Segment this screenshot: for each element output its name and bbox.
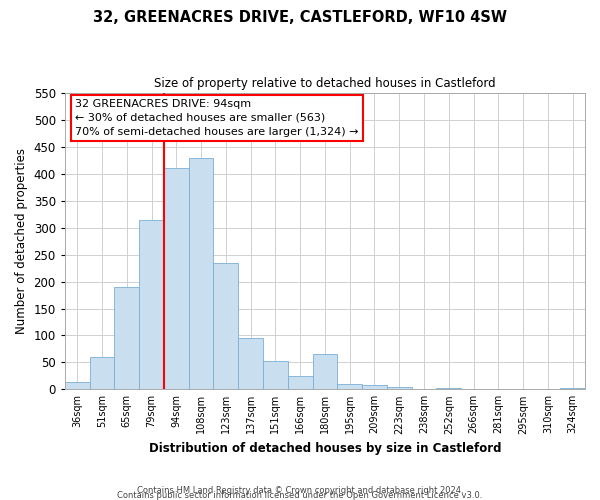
Bar: [436, 388, 461, 390]
Text: Contains HM Land Registry data © Crown copyright and database right 2024.: Contains HM Land Registry data © Crown c…: [137, 486, 463, 495]
Bar: [214, 262, 238, 390]
Y-axis label: Number of detached properties: Number of detached properties: [15, 148, 28, 334]
Bar: [387, 386, 412, 390]
Bar: [238, 338, 263, 390]
Text: 32, GREENACRES DRIVE, CASTLEFORD, WF10 4SW: 32, GREENACRES DRIVE, CASTLEFORD, WF10 4…: [93, 10, 507, 25]
Bar: [337, 384, 362, 390]
Text: Contains public sector information licensed under the Open Government Licence v3: Contains public sector information licen…: [118, 490, 482, 500]
X-axis label: Distribution of detached houses by size in Castleford: Distribution of detached houses by size …: [149, 442, 501, 455]
Title: Size of property relative to detached houses in Castleford: Size of property relative to detached ho…: [154, 78, 496, 90]
Text: 32 GREENACRES DRIVE: 94sqm
← 30% of detached houses are smaller (563)
70% of sem: 32 GREENACRES DRIVE: 94sqm ← 30% of deta…: [75, 99, 359, 137]
Bar: [263, 362, 288, 390]
Bar: [560, 388, 585, 390]
Bar: [188, 158, 214, 390]
Bar: [362, 385, 387, 390]
Bar: [139, 220, 164, 390]
Bar: [89, 357, 115, 390]
Bar: [313, 354, 337, 390]
Bar: [164, 168, 188, 390]
Bar: [288, 376, 313, 390]
Bar: [65, 382, 89, 390]
Bar: [115, 287, 139, 390]
